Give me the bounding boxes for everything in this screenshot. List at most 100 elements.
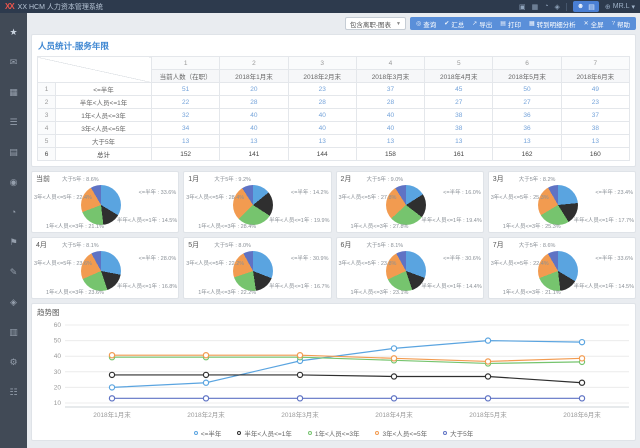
pie-chart-card: 当前 <=半年 : 33.6% 半年<人员<=1年 : 14.5% 1年<人员<=3年… (31, 171, 180, 233)
cell-value: 160 (560, 147, 631, 161)
view-mode-select[interactable]: 包含离职-图表 ▼ (344, 17, 406, 30)
data-point-marker (578, 379, 586, 386)
pie-chart (537, 185, 578, 225)
legend-item[interactable]: 1年<人员<=3年 (307, 428, 359, 438)
cell-value: 40 (287, 108, 357, 122)
cell-value: 141 (219, 147, 289, 161)
sidebar-item-messages[interactable]: ✉ (0, 47, 27, 77)
goto-detail-analysis-button[interactable]: ▦ 转到明细分析 (525, 19, 580, 29)
select-caret-icon: ▼ (396, 20, 401, 27)
fullscreen-icon: ✕ (583, 21, 589, 27)
column-header: 2018年2月末 (287, 69, 357, 83)
legend-item[interactable]: 3年<人员<=5年 (375, 428, 427, 438)
fullscreen-label: 全屏 (590, 21, 604, 29)
user-avatar-box[interactable]: ☻ ▤ (572, 1, 599, 12)
goto-detail-analysis-label: 转到明细分析 (536, 21, 576, 29)
summary-button[interactable]: ✔ 汇总 (440, 19, 468, 29)
legend-label: 大于5年 (450, 431, 474, 438)
calendar-icon[interactable]: ▣ (519, 3, 526, 11)
cell-value: 158 (355, 147, 426, 161)
table-row: 6 总计 152 141 144 158 161 162 160 (37, 147, 631, 161)
sidebar-item-dashboard[interactable]: ▦ (0, 77, 27, 107)
pie-chart (385, 185, 426, 225)
data-point-marker (202, 379, 210, 386)
sidebar-item-settings[interactable]: ⚙ (0, 347, 27, 377)
globe-icon: ⊕ (604, 3, 611, 11)
apps-icon[interactable]: ▦ (531, 3, 539, 11)
y-axis-tick: 60 (54, 322, 62, 329)
legend-marker-icon (193, 431, 198, 435)
pie-slice-label: <=半年 : 30.6% (443, 256, 481, 262)
language-switcher[interactable]: ⊕ MR.L ▾ (605, 3, 635, 11)
report-card: 人员统计-服务年限 1 2 3 4 5 6 7 当前人数（在职） 2018年1月末 2018年2月… (31, 34, 636, 167)
cell-value: 40 (355, 108, 426, 122)
cell-value: 13 (492, 134, 562, 148)
flag-icon: ⚑ (9, 236, 18, 247)
cell-value: 28 (355, 95, 426, 109)
sidebar-item-documents[interactable]: ▥ (0, 317, 27, 347)
data-point-marker (202, 395, 210, 402)
pie-slice-label: 1年<人员<=3年 : 27.8% (350, 224, 409, 230)
data-point-marker (202, 352, 210, 359)
legend-item[interactable]: 半年<人员<=1年 (237, 428, 292, 438)
sidebar-item-org[interactable]: ◉ (0, 167, 27, 197)
pie-slice-label: 1年<人员<=3年 : 23.6% (46, 290, 104, 296)
column-number: 1 (150, 56, 221, 70)
cell-value: 27 (424, 95, 494, 109)
cell-value: 50 (492, 82, 562, 96)
legend-label: <=半年 (200, 431, 222, 438)
sidebar-item-analytics[interactable]: ◈ (0, 287, 27, 317)
table-row: 4 3年<人员<=5年 34 40 40 40 38 36 38 (37, 121, 631, 135)
export-button[interactable]: ↗ 导出 (468, 19, 496, 29)
sidebar-item-more[interactable]: ☷ (0, 377, 27, 407)
cell-value: 13 (150, 134, 221, 148)
pie-slice-label: <=半年 : 33.6% (595, 256, 633, 262)
cell-value: 37 (355, 82, 426, 96)
data-point-marker (108, 384, 116, 391)
query-button[interactable]: ◎ 查询 (412, 19, 440, 29)
cell-value: 40 (219, 108, 289, 122)
sidebar-item-edit[interactable]: ✎ (0, 257, 27, 287)
sidebar-item-favorites[interactable]: ★ (0, 17, 27, 47)
pie-chart (233, 251, 274, 291)
pie-chart-card: 3月 <=半年 : 23.4% 半年<人员<=1年 : 17.7% 1年<人员<=3年… (487, 171, 636, 233)
row-number: 1 (37, 82, 56, 96)
pie-slice-label: 半年<人员<=1年 : 16.8% (116, 284, 178, 290)
column-header: 2018年5月末 (492, 69, 562, 83)
data-point-marker (296, 352, 304, 359)
pie-chart-card: 6月 <=半年 : 30.6% 半年<人员<=1年 : 14.4% 1年<人员<=3年… (335, 237, 484, 299)
print-button[interactable]: ▤ 打印 (496, 19, 525, 29)
notification-icon[interactable]: ◈ (554, 3, 560, 11)
sidebar-item-menu[interactable]: ☰ (0, 107, 27, 137)
table-corner-cell (37, 56, 152, 83)
help-button[interactable]: ? 帮助 (608, 19, 634, 29)
sidebar-item-flag[interactable]: ⚑ (0, 227, 27, 257)
column-number: 7 (560, 56, 631, 70)
print-label: 打印 (507, 21, 521, 29)
data-point-marker (202, 371, 210, 379)
pie-chart-title: 4月 (36, 242, 47, 249)
x-axis-tick: 2018年1月末 (93, 410, 131, 419)
help-icon: ? (611, 20, 615, 27)
user-avatar-icon: ☻ (576, 3, 585, 10)
y-axis-tick: 50 (54, 338, 62, 345)
fullscreen-button[interactable]: ✕ 全屏 (580, 19, 608, 29)
pie-slice-label: 半年<人员<=1年 : 14.5% (573, 284, 634, 290)
legend-item[interactable]: 大于5年 (443, 428, 473, 438)
data-point-marker (296, 395, 304, 402)
data-point-marker (108, 371, 116, 379)
app-title: XX HCM 人力资本管理系统 (17, 3, 103, 11)
stats-table: 1 2 3 4 5 6 7 当前人数（在职） 2018年1月末 2018年2月末 2018年3月末 2… (37, 56, 631, 161)
sidebar-item-reports[interactable]: ▤ (0, 137, 27, 167)
history-icon[interactable]: ◔ (544, 2, 549, 10)
export-label: 导出 (479, 21, 493, 29)
data-point-marker (108, 395, 116, 402)
pie-slice-label: 大于5年 : 8.6% (62, 177, 99, 183)
pie-slice-label: 1年<人员<=3年 : 25.3% (502, 224, 561, 230)
row-number: 6 (37, 147, 56, 161)
sidebar-item-schedule[interactable]: ◔ (0, 197, 27, 227)
legend-item[interactable]: <=半年 (193, 428, 222, 438)
legend-marker-icon (375, 431, 380, 435)
column-header: 2018年4月末 (424, 69, 494, 83)
cell-value: 28 (219, 95, 289, 109)
